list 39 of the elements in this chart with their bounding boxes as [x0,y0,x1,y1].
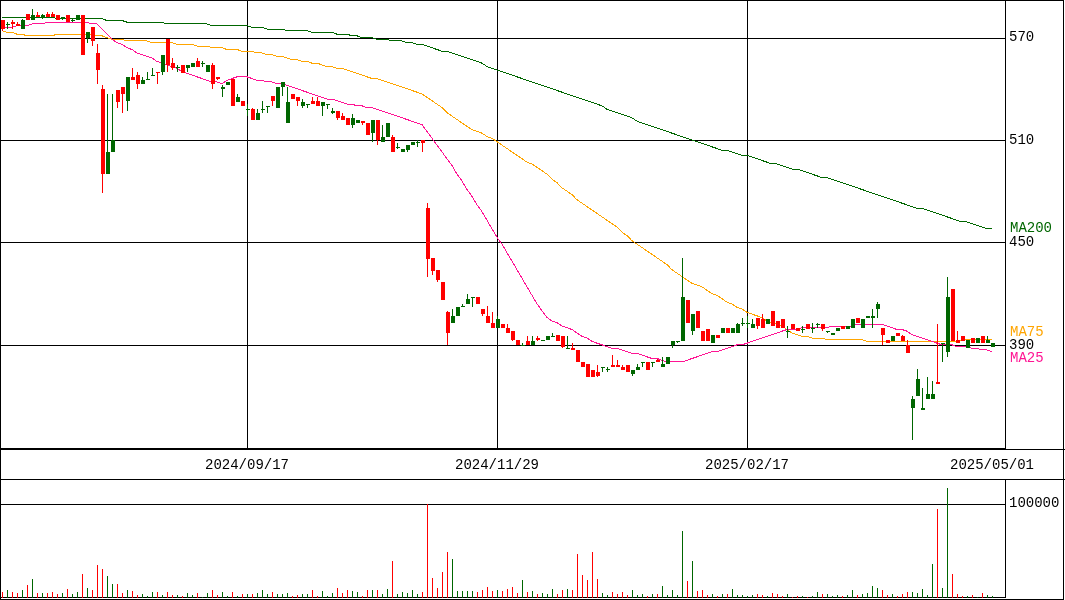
candlestick [105,93,110,175]
candlestick [260,100,265,114]
candlestick [120,86,125,114]
candlestick [810,322,815,334]
x-tick-label: 2025/05/01 [949,457,1035,473]
y-tick-label: 510 [1009,131,1035,148]
candlestick [125,76,130,112]
y-tick-label: 570 [1009,29,1035,46]
candlestick [305,103,310,109]
candlestick [470,296,475,308]
candlestick [285,86,290,124]
candlestick [870,308,875,329]
candlestick [520,342,525,346]
candlestick [745,315,750,329]
candlestick [200,60,205,68]
candlestick [375,119,380,146]
candlestick [150,67,155,77]
x-tick-label: 2024/09/17 [204,457,290,473]
x-tick-label: 2024/11/29 [454,457,540,473]
candlestick [915,368,920,397]
candlestick [690,313,695,336]
candlestick [920,387,925,411]
candlestick [90,26,95,47]
line-series [1,16,993,230]
candlestick [445,310,450,346]
candlestick [95,43,100,85]
x-tick-label: 2025/02/17 [704,457,790,473]
candlestick [910,395,915,441]
candlestick [550,332,555,338]
series-label: MA200 [1010,220,1053,237]
candlestick [110,93,115,153]
y-tick-label: 100000 [1009,495,1060,512]
candlestick [395,142,400,150]
candlestick [145,71,150,80]
candlestick [935,323,940,385]
candlestick [785,325,790,339]
candlestick [565,335,570,350]
y-tick-label: 450 [1009,234,1035,251]
candlestick [245,103,250,117]
